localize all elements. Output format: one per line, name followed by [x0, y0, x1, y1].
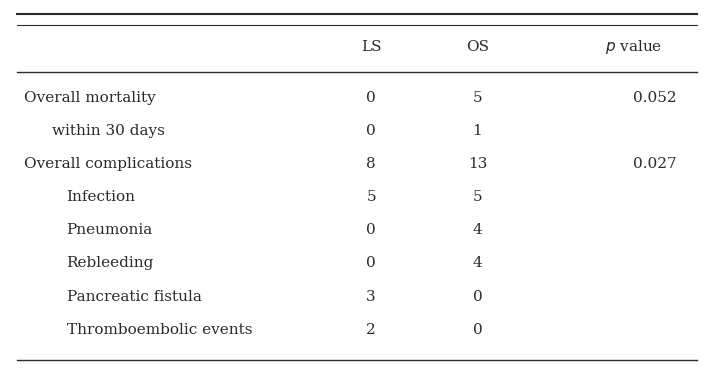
Text: Rebleeding: Rebleeding: [66, 256, 154, 270]
Text: 0.052: 0.052: [633, 91, 676, 105]
Text: Pancreatic fistula: Pancreatic fistula: [66, 289, 201, 303]
Text: 0: 0: [366, 124, 376, 138]
Text: 4: 4: [473, 223, 483, 237]
Text: 0: 0: [473, 289, 483, 303]
Text: 0: 0: [366, 223, 376, 237]
Text: 1: 1: [473, 124, 483, 138]
Text: 5: 5: [473, 91, 482, 105]
Text: LS: LS: [361, 40, 381, 54]
Text: 5: 5: [366, 190, 376, 204]
Text: OS: OS: [466, 40, 489, 54]
Text: Pneumonia: Pneumonia: [66, 223, 153, 237]
Text: Thromboembolic events: Thromboembolic events: [66, 323, 252, 337]
Text: Infection: Infection: [66, 190, 136, 204]
Text: Overall mortality: Overall mortality: [24, 91, 156, 105]
Text: 0: 0: [366, 91, 376, 105]
Text: Overall complications: Overall complications: [24, 157, 192, 171]
Text: 0: 0: [366, 256, 376, 270]
Text: 0: 0: [473, 323, 483, 337]
Text: 8: 8: [366, 157, 376, 171]
Text: 4: 4: [473, 256, 483, 270]
Text: within 30 days: within 30 days: [52, 124, 165, 138]
Text: 2: 2: [366, 323, 376, 337]
Text: $p$ value: $p$ value: [605, 37, 662, 56]
Text: 13: 13: [468, 157, 487, 171]
Text: 3: 3: [366, 289, 376, 303]
Text: 5: 5: [473, 190, 482, 204]
Text: 0.027: 0.027: [633, 157, 676, 171]
